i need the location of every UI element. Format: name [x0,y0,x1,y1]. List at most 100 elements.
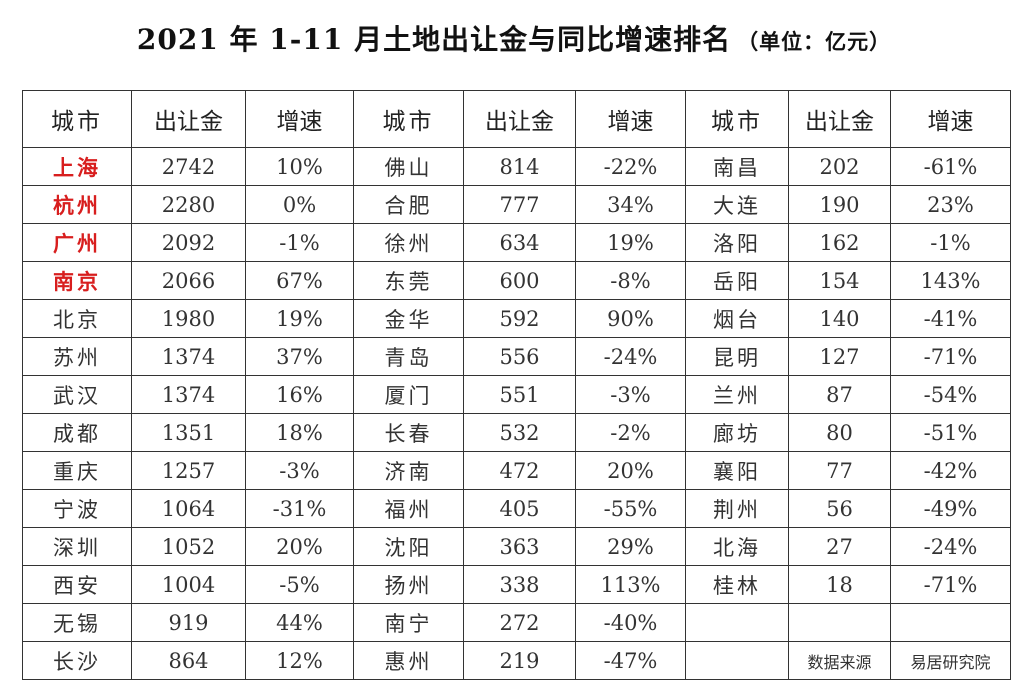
growth-rate-cell: 67% [245,261,354,300]
growth-rate-cell: -42% [890,451,1011,490]
growth-rate-cell: 90% [575,299,686,338]
land-revenue-cell: 1980 [131,299,246,338]
land-revenue-cell: 27 [788,527,891,566]
land-revenue-cell: 777 [463,185,576,224]
growth-rate-cell: 34% [575,185,686,224]
city-cell: 西安 [22,565,132,604]
land-revenue-cell: 1004 [131,565,246,604]
growth-rate-cell: -1% [890,223,1011,262]
growth-rate-cell: 113% [575,565,686,604]
city-cell: 深圳 [22,527,132,566]
city-cell: 长春 [353,413,464,452]
growth-rate-cell [890,603,1011,642]
land-revenue-cell: 814 [463,147,576,186]
city-cell: 武汉 [22,375,132,414]
table-row: 苏州 1374 37% 青岛 556 -24% 昆明 127 -71% [22,337,1011,376]
land-revenue-cell: 1351 [131,413,246,452]
land-revenue-cell: 77 [788,451,891,490]
source-label: 数据来源 [788,641,891,680]
growth-rate-cell: -71% [890,337,1011,376]
land-revenue-cell: 405 [463,489,576,528]
city-cell: 重庆 [22,451,132,490]
city-cell: 襄阳 [685,451,789,490]
city-cell: 兰州 [685,375,789,414]
city-cell: 惠州 [353,641,464,680]
land-revenue-cell: 363 [463,527,576,566]
land-revenue-cell: 600 [463,261,576,300]
land-revenue-cell: 919 [131,603,246,642]
city-cell: 东莞 [353,261,464,300]
city-cell: 大连 [685,185,789,224]
land-revenue-cell: 592 [463,299,576,338]
city-cell: 昆明 [685,337,789,376]
growth-rate-cell: -71% [890,565,1011,604]
column-header: 增速 [575,90,686,148]
land-revenue-cell: 551 [463,375,576,414]
growth-rate-cell: -41% [890,299,1011,338]
growth-rate-cell: 16% [245,375,354,414]
city-cell: 荆州 [685,489,789,528]
city-cell: 青岛 [353,337,464,376]
growth-rate-cell: -55% [575,489,686,528]
growth-rate-cell: 20% [245,527,354,566]
land-revenue-cell: 219 [463,641,576,680]
city-cell: 岳阳 [685,261,789,300]
table-row: 成都 1351 18% 长春 532 -2% 廊坊 80 -51% [22,413,1011,452]
land-revenue-cell: 2092 [131,223,246,262]
growth-rate-cell: -24% [575,337,686,376]
city-cell: 洛阳 [685,223,789,262]
land-revenue-cell [788,603,891,642]
growth-rate-cell: -49% [890,489,1011,528]
column-header: 出让金 [788,90,891,148]
growth-rate-cell: -47% [575,641,686,680]
city-cell: 福州 [353,489,464,528]
land-revenue-cell: 556 [463,337,576,376]
land-revenue-cell: 162 [788,223,891,262]
city-cell: 廊坊 [685,413,789,452]
table-row: 武汉 1374 16% 厦门 551 -3% 兰州 87 -54% [22,375,1011,414]
growth-rate-cell: -5% [245,565,354,604]
city-cell: 沈阳 [353,527,464,566]
growth-rate-cell: 29% [575,527,686,566]
city-cell: 佛山 [353,147,464,186]
land-revenue-cell: 87 [788,375,891,414]
city-cell: 上海 [22,147,132,186]
table-row: 西安 1004 -5% 扬州 338 113% 桂林 18 -71% [22,565,1011,604]
ranking-table: 城市 出让金 增速 城市 出让金 增速 城市 出让金 增速 上海 2742 10% 佛山 814 -22% 南… [22,90,1011,680]
land-revenue-cell: 532 [463,413,576,452]
table-row: 深圳 1052 20% 沈阳 363 29% 北海 27 -24% [22,527,1011,566]
city-cell [685,603,789,642]
land-revenue-cell: 864 [131,641,246,680]
growth-rate-cell: -3% [575,375,686,414]
city-cell: 苏州 [22,337,132,376]
land-revenue-cell: 154 [788,261,891,300]
city-cell: 成都 [22,413,132,452]
city-cell: 徐州 [353,223,464,262]
growth-rate-cell: 0% [245,185,354,224]
table-row: 长沙 864 12% 惠州 219 -47% 数据来源 易居研究院 [22,641,1011,680]
land-revenue-cell: 272 [463,603,576,642]
table-row: 重庆 1257 -3% 济南 472 20% 襄阳 77 -42% [22,451,1011,490]
land-revenue-cell: 634 [463,223,576,262]
land-revenue-cell: 1374 [131,337,246,376]
land-revenue-cell: 127 [788,337,891,376]
growth-rate-cell: -1% [245,223,354,262]
land-revenue-cell: 1052 [131,527,246,566]
city-cell: 杭州 [22,185,132,224]
column-header: 出让金 [131,90,246,148]
growth-rate-cell: -24% [890,527,1011,566]
table-row: 广州 2092 -1% 徐州 634 19% 洛阳 162 -1% [22,223,1011,262]
unit-label: （单位：亿元） [737,29,892,54]
growth-rate-cell: 10% [245,147,354,186]
city-cell: 济南 [353,451,464,490]
city-cell: 烟台 [685,299,789,338]
land-revenue-cell: 190 [788,185,891,224]
column-header: 城市 [685,90,789,148]
growth-rate-cell: -8% [575,261,686,300]
city-cell: 长沙 [22,641,132,680]
growth-rate-cell: -40% [575,603,686,642]
table-row: 宁波 1064 -31% 福州 405 -55% 荆州 56 -49% [22,489,1011,528]
growth-rate-cell: 143% [890,261,1011,300]
growth-rate-cell: 18% [245,413,354,452]
growth-rate-cell: -61% [890,147,1011,186]
